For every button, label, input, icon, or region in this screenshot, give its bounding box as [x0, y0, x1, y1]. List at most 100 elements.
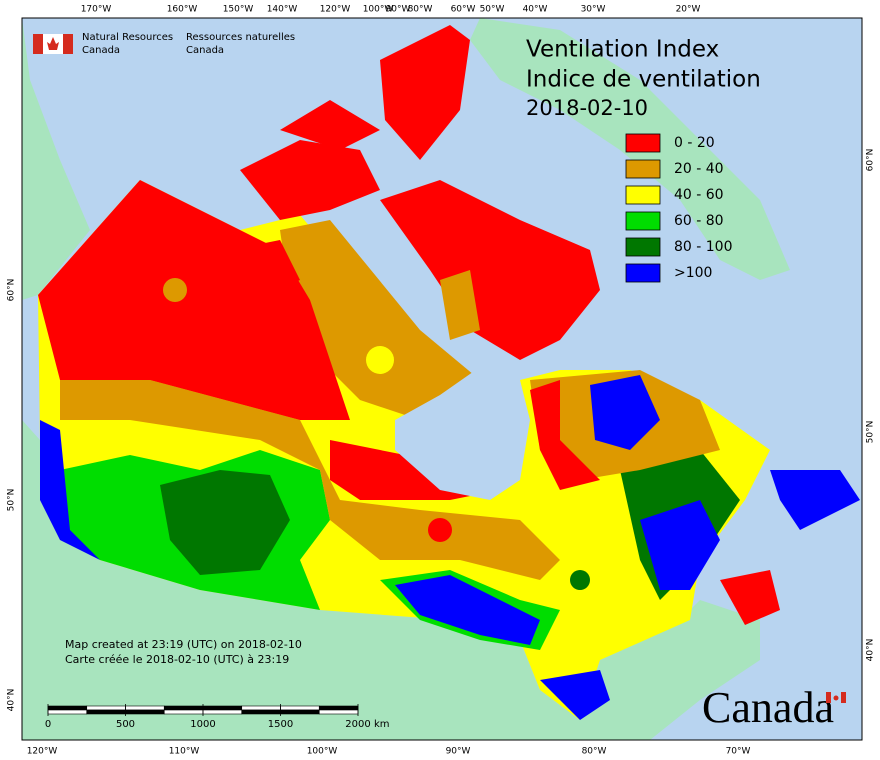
graticule-label: 70°W [726, 747, 751, 757]
scale-segment [47, 705, 88, 711]
zone-yellow-spot [366, 346, 394, 374]
wordmark-flag [826, 692, 846, 703]
zone-red-quebec [530, 380, 600, 490]
arctic-island [240, 140, 380, 220]
legend-label: 60 - 80 [674, 213, 724, 229]
legend-swatch [625, 159, 661, 179]
note: Map created at 23:19 (UTC) on 2018-02-10 [65, 638, 302, 651]
scale-segment [241, 709, 281, 715]
note: Carte créée le 2018-02-10 (UTC) à 23:19 [65, 653, 289, 666]
zone-darkgreen [160, 470, 290, 575]
graticule-label: 30°W [581, 5, 606, 15]
scale-label: 1000 [190, 719, 215, 730]
zone-blue-coast [40, 420, 100, 560]
map-title: Indice de ventilation [526, 67, 761, 93]
department-en: Natural Resources [82, 32, 173, 43]
scale-segment [241, 705, 281, 711]
legend-swatch [625, 237, 661, 257]
graticule-label: 80°W [582, 747, 607, 757]
legend-label: 40 - 60 [674, 187, 724, 203]
legend-label: 0 - 20 [674, 135, 715, 151]
zone-blue-south [540, 670, 610, 720]
scale-segment [163, 705, 204, 711]
legend-label: 20 - 40 [674, 161, 724, 177]
zone-red-maritimes [720, 570, 780, 625]
zone-red [38, 180, 350, 420]
hudson-bay [395, 360, 530, 500]
legend-swatch [625, 263, 661, 283]
graticule-label: 110°W [169, 747, 200, 757]
scale-label: 1500 [268, 719, 293, 730]
scale-segment [47, 709, 88, 715]
scale-segment [318, 709, 359, 715]
graticule-label: 40°W [523, 5, 548, 15]
graticule-label: 160°W [167, 5, 198, 15]
alaska-land [22, 18, 90, 300]
graticule-label: 80°W [408, 5, 433, 15]
arctic-island [280, 100, 380, 150]
graticule-label: 60°N [866, 149, 876, 172]
zone-blue-ontario [395, 575, 540, 645]
scale-segment [280, 709, 320, 715]
zone-red-spot [428, 518, 452, 542]
graticule-label: 50°N [7, 489, 17, 512]
zone-orange-north [280, 220, 480, 430]
flag-leaf [47, 37, 59, 50]
victoria-island [230, 240, 300, 300]
scale-label: 2000 [345, 719, 370, 730]
department-en: Canada [82, 45, 120, 56]
graticule-label: 40°N [866, 639, 876, 662]
scale-segment [318, 705, 359, 711]
zone-darkgreen-spot [570, 570, 590, 590]
flag-bar [33, 34, 43, 54]
legend: 0 - 20 20 - 40 40 - 60 60 - 80 80 - 100 >100 [625, 133, 733, 283]
department-fr: Canada [186, 45, 224, 56]
graticule-label: 20°W [676, 5, 701, 15]
scale-segment [86, 709, 126, 715]
zone-orange-spot [163, 278, 187, 302]
scale-label: 500 [116, 719, 135, 730]
usa-land [22, 420, 760, 740]
baffin-island [380, 180, 600, 360]
graticule-label: 50°N [866, 421, 876, 444]
scale-segment [86, 705, 126, 711]
zone-orange-baffin [440, 270, 480, 340]
map-title: Ventilation Index [526, 37, 719, 63]
legend-swatch [625, 211, 661, 231]
ellesmere-island [380, 25, 470, 160]
graticule-labels: 170°W 160°W 150°W 140°W 120°W 100°W90°W80°W 60… [7, 5, 876, 757]
map-date: 2018-02-10 [526, 96, 648, 120]
department-fr: Ressources naturelles [186, 32, 295, 43]
graticule-label: 60°N [7, 279, 17, 302]
legend-label: >100 [674, 265, 712, 281]
graticule-label: 100°W [363, 5, 394, 15]
graticule-label: 150°W [223, 5, 254, 15]
flag-bar [63, 34, 73, 54]
legend-swatch [625, 185, 661, 205]
zone-blue-newfoundland [770, 470, 860, 530]
graticule-label: 90°W [446, 747, 471, 757]
graticule-label: 100°W [307, 747, 338, 757]
flag-bar [841, 692, 846, 703]
graticule-label: 50°W [480, 5, 505, 15]
scale-segment [280, 705, 320, 711]
scale-segment [202, 705, 243, 711]
government-logo [33, 34, 73, 54]
scale-bar: 0 500 1000 1500 2000 km [45, 704, 390, 730]
canada-wordmark: Canada [702, 683, 834, 732]
graticule-label: 60°W [451, 5, 476, 15]
scale-segment [202, 709, 243, 715]
scale-unit: km [374, 719, 390, 730]
zone-blue-quebec [640, 500, 720, 590]
graticule-label: 120°W [27, 747, 58, 757]
graticule-label: 40°N [7, 689, 17, 712]
legend-label: 80 - 100 [674, 239, 733, 255]
flag-leaf [833, 695, 839, 701]
legend-swatch [625, 133, 661, 153]
graticule-label: 90°W [386, 5, 411, 15]
flag-bar [826, 692, 831, 703]
scale-segment [163, 709, 204, 715]
scale-segment [125, 705, 165, 711]
scale-segment [125, 709, 165, 715]
